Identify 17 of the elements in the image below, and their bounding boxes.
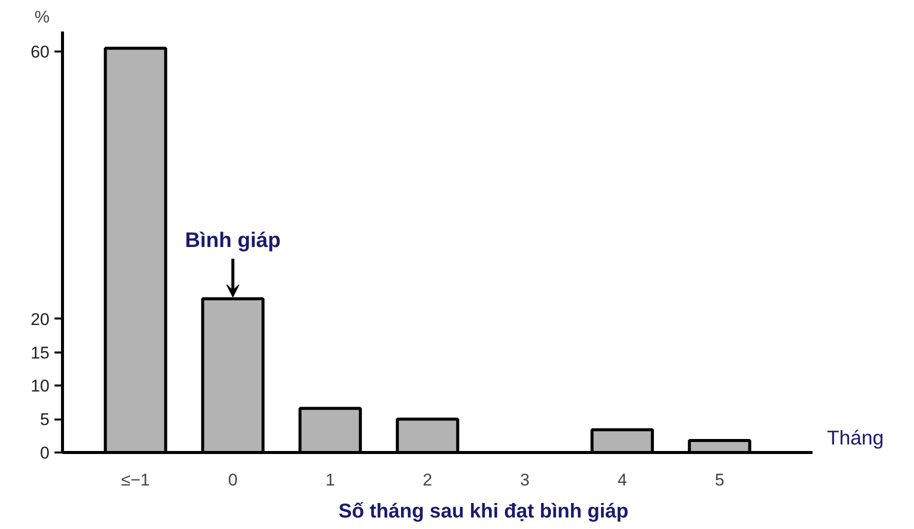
y-axis-title: % <box>34 8 50 26</box>
y-tick-label: 20 <box>30 310 50 329</box>
y-tick-label: 15 <box>30 343 50 362</box>
annotation: Bình giáp <box>185 229 281 252</box>
y-tick-label: 60 <box>30 42 50 62</box>
x-tick-label: ≤−1 <box>121 470 150 490</box>
x-tick-label: 1 <box>325 470 335 490</box>
x-tick-label: 4 <box>617 470 627 490</box>
y-tick-label: 5 <box>40 410 50 430</box>
x-axis-title: Số tháng sau khi đạt bình giáp <box>338 500 629 522</box>
x-tick-label: 3 <box>520 470 530 490</box>
x-tick-label: 0 <box>228 470 238 490</box>
text: Tháng <box>827 428 884 450</box>
y-tick-label: 0 <box>40 444 50 462</box>
x-tick-label: 2 <box>422 470 432 490</box>
y-tick-label: 10 <box>30 376 50 396</box>
x-tick-label: 5 <box>714 470 724 490</box>
